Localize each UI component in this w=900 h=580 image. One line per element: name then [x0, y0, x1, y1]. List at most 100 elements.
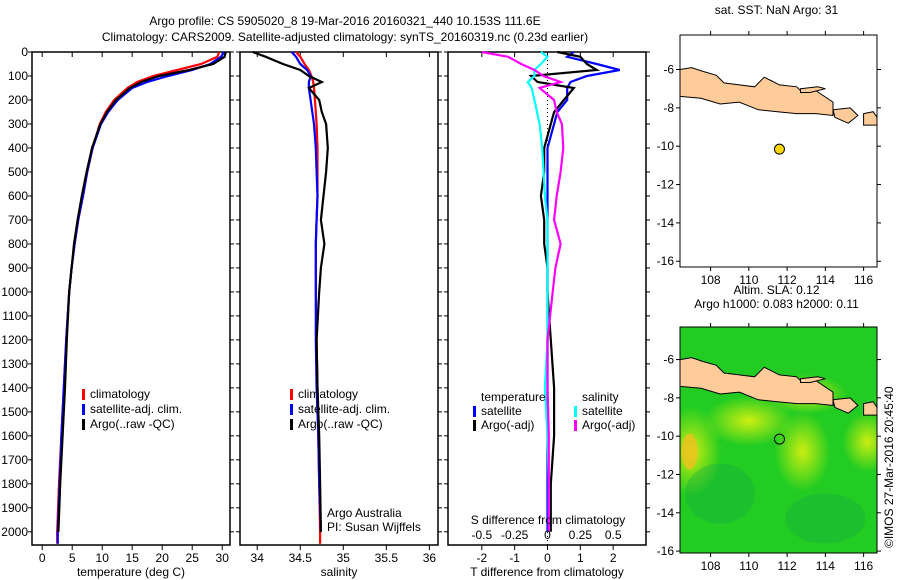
lat-tick-label: -6 [663, 353, 674, 367]
lat-tick-label: -14 [657, 216, 675, 230]
x-tick-label: 0 [39, 551, 46, 565]
difference-panel: -2 -1 0 1 2T difference from climatology temp… [444, 50, 650, 579]
lat-tick-label: -12 [657, 178, 675, 192]
x-axis-label: T difference from climatology [470, 565, 624, 579]
x2-tick-label: 0.25 [569, 528, 593, 542]
y-tick-label: 100 [8, 69, 28, 83]
y-tick-label: 400 [8, 141, 28, 155]
sla-anomaly-blob [703, 395, 794, 446]
y-tick-label: 600 [8, 189, 28, 203]
y-tick-label: 1800 [1, 477, 28, 491]
x-tick-label: 15 [126, 551, 140, 565]
x2-tick-label: 0 [544, 528, 551, 542]
legend-swatch [290, 404, 293, 415]
annotation-text: Argo Australia [327, 506, 402, 520]
x-tick-label: -1 [509, 551, 520, 565]
x-tick-label: 5 [69, 551, 76, 565]
x-tick-label: 20 [156, 551, 170, 565]
map-title: Altim. SLA: 0.12 [733, 283, 819, 297]
legend-label: satellite [481, 404, 522, 418]
map-title: sat. SST: NaN Argo: 31 [715, 3, 839, 17]
sla-low-blob [785, 493, 866, 544]
lat-tick-label: -8 [663, 391, 674, 405]
x-tick-label: 34 [251, 551, 265, 565]
sst-map-panel: 108 110 112 114 116 -6 -8 -10 -12 -14 -16 sat. SST:… [657, 3, 881, 287]
sla-max-blob [681, 433, 698, 470]
map-title: Argo h1000: 0.083 h2000: 0.11 [694, 297, 859, 311]
legend-header-temperature: temperature [481, 390, 546, 404]
legend-swatch [473, 406, 476, 417]
y-tick-label: 1300 [1, 357, 28, 371]
island-landmass [800, 86, 826, 93]
y-tick-label: 800 [8, 237, 28, 251]
x-tick-label: 10 [96, 551, 110, 565]
map-frame [679, 34, 878, 268]
legend-label: climatology [90, 387, 150, 401]
legend-swatch [574, 406, 577, 417]
y-tick-label: 500 [8, 165, 28, 179]
x-tick-label: 35.5 [375, 551, 399, 565]
x-tick-label: 36 [423, 551, 437, 565]
temperature-panel: 0 5 10 15 20 25 30 temperature (deg C) 0 100 200 30… [1, 45, 234, 579]
lon-tick-label: 112 [778, 559, 797, 573]
lat-tick-label: -16 [657, 544, 675, 558]
plot-frame [31, 51, 231, 546]
lon-tick-label: 114 [816, 273, 835, 287]
y-tick-label: 200 [8, 93, 28, 107]
lat-tick-label: -10 [657, 429, 675, 443]
y-tick-label: 1400 [1, 381, 28, 395]
x-tick-label: 30 [216, 551, 230, 565]
lat-tick-label: -16 [657, 254, 675, 268]
lon-tick-label: 110 [739, 559, 758, 573]
legend-swatch [82, 404, 85, 415]
map-area [680, 67, 877, 126]
x-tick-label: 2 [610, 551, 617, 565]
salinity-panel: 34 34.5 35 35.5 36 salinity climatologysatelli… [236, 50, 442, 579]
legend-label: Argo(-adj) [481, 418, 534, 432]
lon-tick-label: 108 [701, 273, 721, 287]
y-tick-label: 300 [8, 117, 28, 131]
y-tick-label: 0 [21, 45, 28, 59]
y-tick-label: 1200 [1, 333, 28, 347]
x2-tick-label: 0.5 [605, 528, 622, 542]
legend-swatch [473, 420, 476, 431]
x-tick-label: 1 [577, 551, 584, 565]
x-tick-label: 35 [337, 551, 351, 565]
x-axis-label: salinity [321, 565, 358, 579]
legend-label: climatology [298, 387, 358, 401]
island-landmass [832, 397, 859, 414]
legend-label: satellite [582, 404, 623, 418]
legend-swatch [82, 419, 85, 430]
lon-tick-label: 116 [854, 559, 873, 573]
x2-axis-label: S difference from climatology [471, 513, 626, 527]
legend-swatch [290, 419, 293, 430]
x-tick-label: -2 [476, 551, 487, 565]
credit-text: ©IMOS 27-Mar-2016 20:45:40 [882, 386, 896, 548]
series-line-argo [57, 51, 227, 532]
y-tick-label: 1100 [2, 309, 28, 323]
y-tick-label: 1500 [1, 405, 28, 419]
x2-tick-label: -0.25 [501, 528, 529, 542]
lat-tick-label: -10 [657, 139, 675, 153]
plot-frame [239, 51, 439, 546]
sla-map-panel: 108 110 112 114 116 -6 -8 -10 -12 -14 -16 Altim. SL… [657, 283, 881, 573]
lon-tick-label: 112 [778, 273, 797, 287]
legend-header-salinity: salinity [582, 390, 619, 404]
lon-tick-label: 114 [816, 559, 835, 573]
y-tick-label: 1600 [1, 429, 28, 443]
legend-swatch [290, 389, 293, 400]
legend-label: Argo(-adj) [582, 418, 635, 432]
island-landmass [863, 111, 877, 126]
series-line-argo [252, 50, 329, 532]
map-area [680, 327, 877, 553]
lon-tick-label: 110 [739, 273, 758, 287]
series-line-argo [528, 50, 601, 532]
legend-swatch [574, 420, 577, 431]
series-line-sal_argo [481, 50, 565, 532]
lon-tick-label: 108 [701, 559, 721, 573]
x-tick-label: 25 [186, 551, 200, 565]
sla-anomaly-blob [774, 411, 831, 492]
sla-anomaly-blob [842, 411, 877, 472]
x-tick-label: 0 [544, 551, 551, 565]
